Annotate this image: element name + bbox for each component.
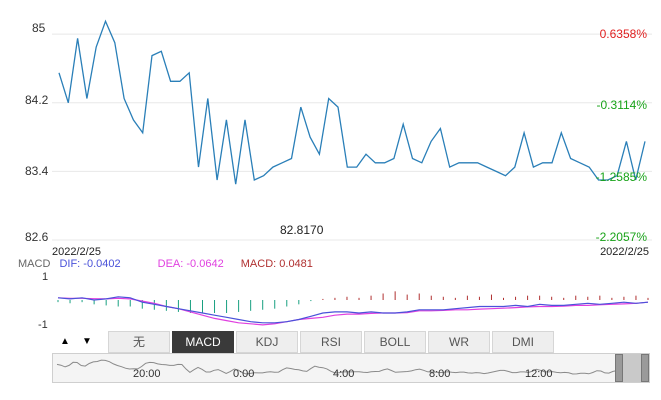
price-chart [52, 19, 652, 241]
nav-tick-label: 4:00 [333, 368, 355, 380]
navigator-line [56, 359, 618, 375]
y-tick-label: 84.2 [25, 93, 49, 107]
tab-none[interactable]: 无 [108, 331, 170, 353]
dea-line [57, 297, 649, 326]
y-tick-label: 82.6 [25, 230, 49, 244]
indicator-tabs: 无 MACD KDJ RSI BOLL WR DMI [108, 331, 556, 353]
tab-boll[interactable]: BOLL [364, 331, 426, 353]
tab-rsi[interactable]: RSI [300, 331, 362, 353]
nav-tick-label: 8:00 [429, 368, 451, 380]
end-date-label: 2022/2/25 [600, 246, 649, 258]
zoom-up-button[interactable]: ▲ [60, 336, 70, 347]
y-tick-label: 83.4 [25, 164, 49, 178]
macd-legend: MACD DIF: -0.0402 DEA: -0.0642 MACD: 0.0… [18, 258, 327, 271]
dif-legend: DIF: -0.0402 [59, 258, 121, 270]
macd-chart [57, 291, 649, 326]
pct-tick-label: -0.3114% [596, 98, 647, 112]
tab-wr[interactable]: WR [428, 331, 490, 353]
nav-tick-label: 0:00 [233, 368, 255, 380]
navigator-left-handle[interactable] [615, 354, 623, 382]
tab-macd[interactable]: MACD [172, 331, 234, 353]
y-tick-label: 85 [32, 21, 46, 35]
navigator-sparkline [56, 359, 618, 375]
zoom-down-button[interactable]: ▼ [82, 336, 92, 347]
price-line [58, 19, 646, 185]
nav-tick-label: 20:00 [133, 368, 161, 380]
min-price-label: 82.8170 [280, 223, 324, 237]
pct-tick-label: -1.2585% [595, 170, 647, 184]
macd-y-tick-label: -1 [38, 319, 48, 331]
navigator-selection[interactable] [619, 354, 641, 382]
macd-value-legend: MACD: 0.0481 [240, 258, 313, 270]
dif-line [57, 296, 649, 324]
pct-tick-label: 0.6358% [599, 27, 647, 41]
macd-y-tick-label: 1 [42, 271, 49, 283]
pct-tick-label: -2.2057% [595, 230, 647, 244]
nav-tick-label: 12:00 [525, 368, 553, 380]
navigator-right-handle[interactable] [641, 354, 649, 382]
macd-legend-title: MACD [18, 258, 51, 270]
tab-kdj[interactable]: KDJ [236, 331, 298, 353]
start-date-label: 2022/2/25 [52, 246, 101, 258]
dea-legend: DEA: -0.0642 [157, 258, 224, 270]
time-navigator[interactable]: 20:00 0:00 4:00 8:00 12:00 [52, 353, 650, 383]
tab-dmi[interactable]: DMI [492, 331, 554, 353]
